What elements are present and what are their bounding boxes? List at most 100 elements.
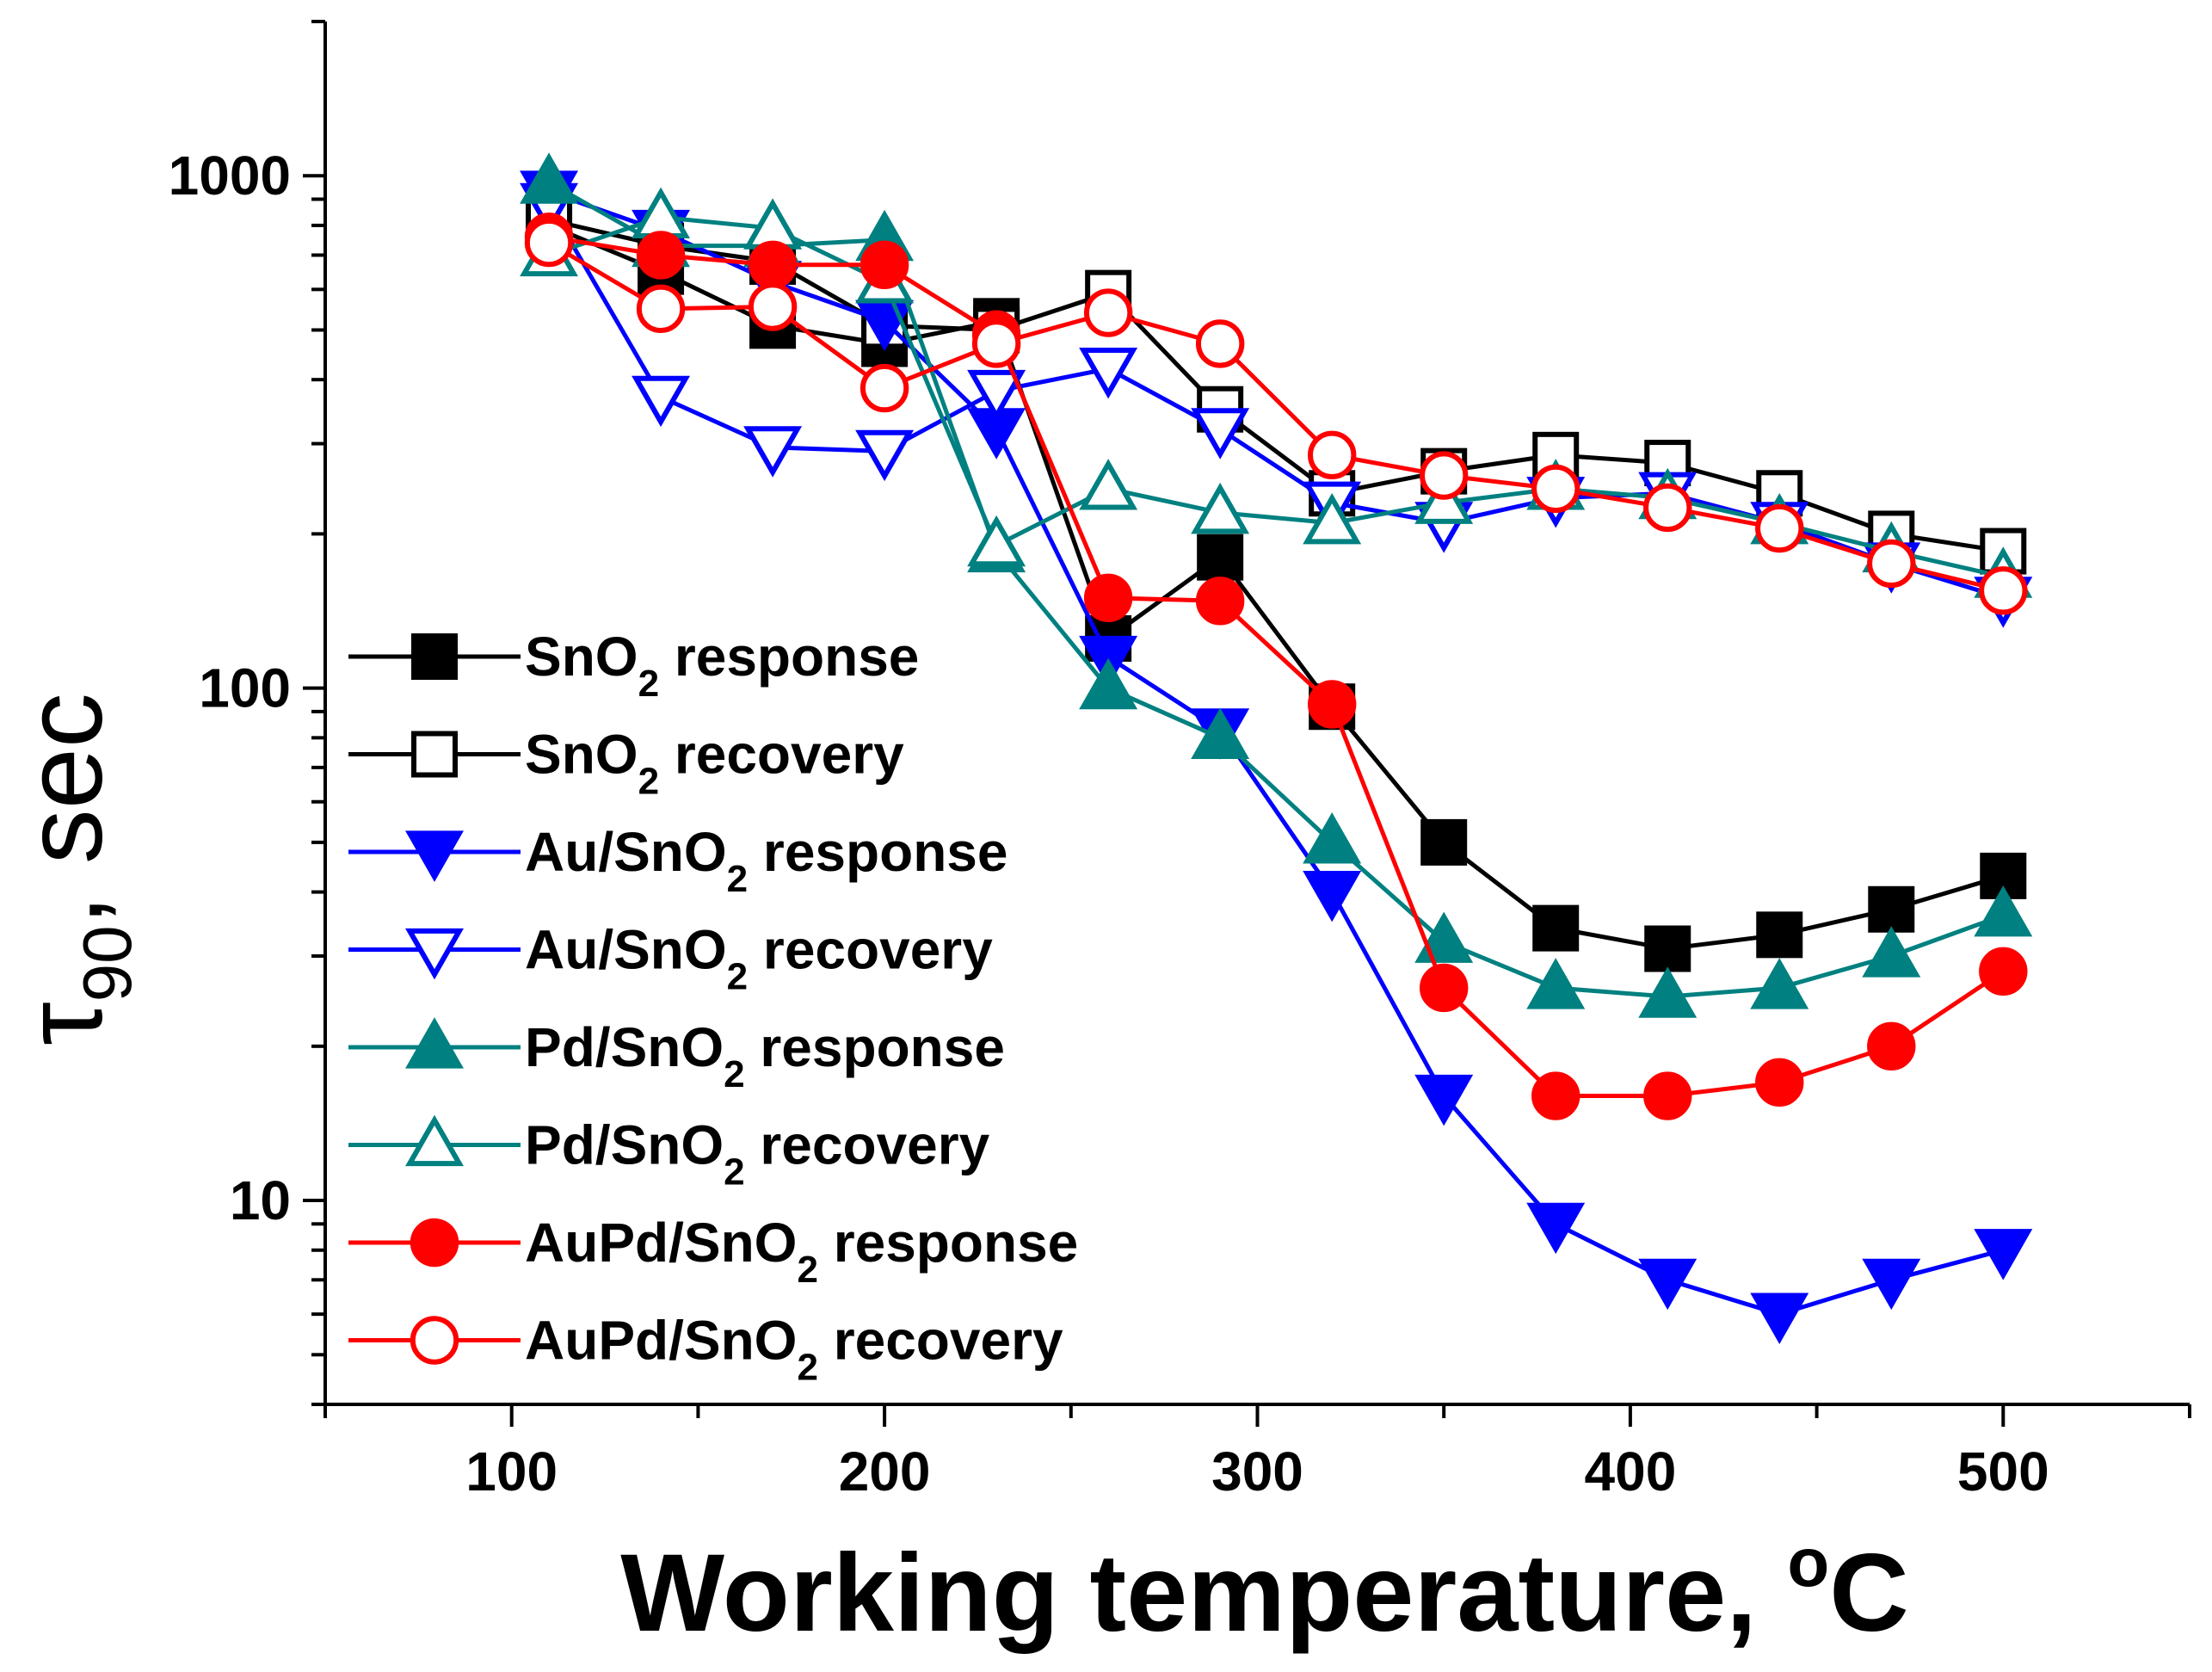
legend-label-post: response	[818, 1212, 1078, 1274]
legend-label-post: recovery	[748, 919, 993, 981]
y-axis-title: τ90, sec	[3, 693, 145, 1046]
data-point	[1638, 1258, 1698, 1311]
legend-label-sub: 2	[638, 761, 659, 803]
data-point	[1420, 963, 1469, 1013]
y-axis-title-group: τ90, sec	[3, 693, 145, 1046]
data-point	[1980, 852, 2027, 899]
legend-label: Pd/SnO2 response	[525, 1016, 1005, 1095]
legend-label: SnO2 response	[525, 626, 919, 705]
legend-label-sub: 2	[727, 956, 748, 998]
y-tick-label: 100	[199, 657, 291, 719]
legend-label-pre: Au/SnO	[525, 919, 727, 981]
legend-label-post: response	[745, 1016, 1005, 1078]
data-point	[1867, 1021, 1916, 1071]
data-point	[1526, 958, 1586, 1009]
data-point	[860, 240, 909, 289]
data-point	[1755, 1058, 1804, 1107]
data-point	[1862, 926, 1921, 978]
data-point	[1532, 904, 1580, 952]
legend-label: SnO2 recovery	[525, 724, 904, 803]
data-point	[1307, 430, 1357, 480]
x-axis-title: Working temperature, oC	[620, 1524, 1908, 1655]
legend-item: Au/SnO2 recovery	[348, 919, 993, 998]
legend-label-sub: 2	[724, 1053, 744, 1095]
data-point	[1079, 347, 1138, 399]
data-point	[1644, 925, 1691, 972]
data-point	[1974, 1229, 2033, 1280]
data-point	[748, 240, 798, 289]
legend-item: SnO2 recovery	[348, 724, 904, 803]
x-tick-label: 500	[1957, 1441, 2049, 1502]
legend-label: Au/SnO2 response	[525, 821, 1007, 900]
data-point	[1197, 534, 1244, 581]
data-point	[1191, 408, 1250, 460]
data-point	[1303, 870, 1362, 922]
x-tick-label: 200	[839, 1441, 931, 1502]
data-point	[1414, 1074, 1474, 1126]
data-point	[1303, 812, 1362, 864]
x-axis-title-degree: o	[1787, 1524, 1829, 1601]
legend-label-post: recovery	[818, 1310, 1063, 1372]
legend-label-sub: 2	[727, 858, 748, 900]
y-axis-title-rest: , sec	[3, 693, 126, 925]
data-point	[967, 369, 1026, 422]
legend-label-pre: Pd/SnO	[525, 1114, 724, 1176]
data-point	[1083, 288, 1133, 337]
x-tick-label: 100	[465, 1441, 558, 1502]
data-point	[1303, 492, 1362, 545]
data-point	[1979, 566, 2028, 615]
legend-item: AuPd/SnO2 response	[348, 1212, 1078, 1291]
legend-marker	[411, 633, 458, 680]
data-point	[1191, 707, 1250, 759]
data-point	[636, 231, 686, 280]
data-point	[1862, 1258, 1921, 1311]
legend-label-post: response	[659, 626, 919, 688]
data-point	[520, 152, 579, 204]
data-point	[632, 375, 691, 428]
data-point	[1420, 451, 1469, 500]
data-point	[1191, 482, 1250, 534]
data-point	[1195, 577, 1245, 626]
data-point	[1079, 459, 1138, 510]
data-point	[1643, 1071, 1692, 1120]
legend-marker	[405, 1017, 464, 1069]
legend-marker	[411, 731, 458, 778]
legend-marker	[405, 830, 464, 882]
data-point	[1195, 319, 1245, 368]
y-tick-label: 1000	[169, 145, 291, 207]
data-point	[1526, 1202, 1586, 1255]
axes: 100 200 300 400 500 10 100 1000	[169, 20, 2191, 1502]
legend-item: Au/SnO2 response	[348, 821, 1007, 900]
data-point	[524, 218, 574, 268]
y-axis-title-subscript: 90	[69, 925, 145, 1002]
legend-label-post: recovery	[745, 1114, 990, 1176]
data-point	[1420, 818, 1468, 866]
x-axis-title-unit: C	[1829, 1532, 1908, 1655]
legend-item: SnO2 response	[348, 626, 919, 705]
x-tick-label: 400	[1585, 1441, 1677, 1502]
data-point	[1083, 573, 1133, 623]
legend-label-post: response	[748, 821, 1007, 883]
data-point	[1307, 680, 1357, 729]
legend-item: Pd/SnO2 response	[348, 1016, 1005, 1095]
data-point	[1414, 911, 1474, 963]
data-point	[1079, 657, 1138, 710]
data-point	[636, 284, 686, 334]
data-point	[967, 515, 1026, 567]
legend-label-sub: 2	[724, 1151, 744, 1194]
legend-label: AuPd/SnO2 response	[525, 1212, 1078, 1291]
data-point	[1643, 483, 1692, 533]
legend-label: Au/SnO2 recovery	[525, 919, 993, 998]
data-point	[971, 319, 1021, 368]
data-point	[1531, 464, 1580, 514]
legend-label-pre: SnO	[525, 724, 638, 786]
data-point	[1750, 958, 1809, 1009]
y-axis-title-symbol: τ	[3, 1002, 126, 1046]
legend-marker	[405, 1114, 464, 1167]
legend-label-sub: 2	[638, 663, 659, 705]
series-7	[524, 218, 2028, 615]
data-point	[855, 429, 915, 482]
